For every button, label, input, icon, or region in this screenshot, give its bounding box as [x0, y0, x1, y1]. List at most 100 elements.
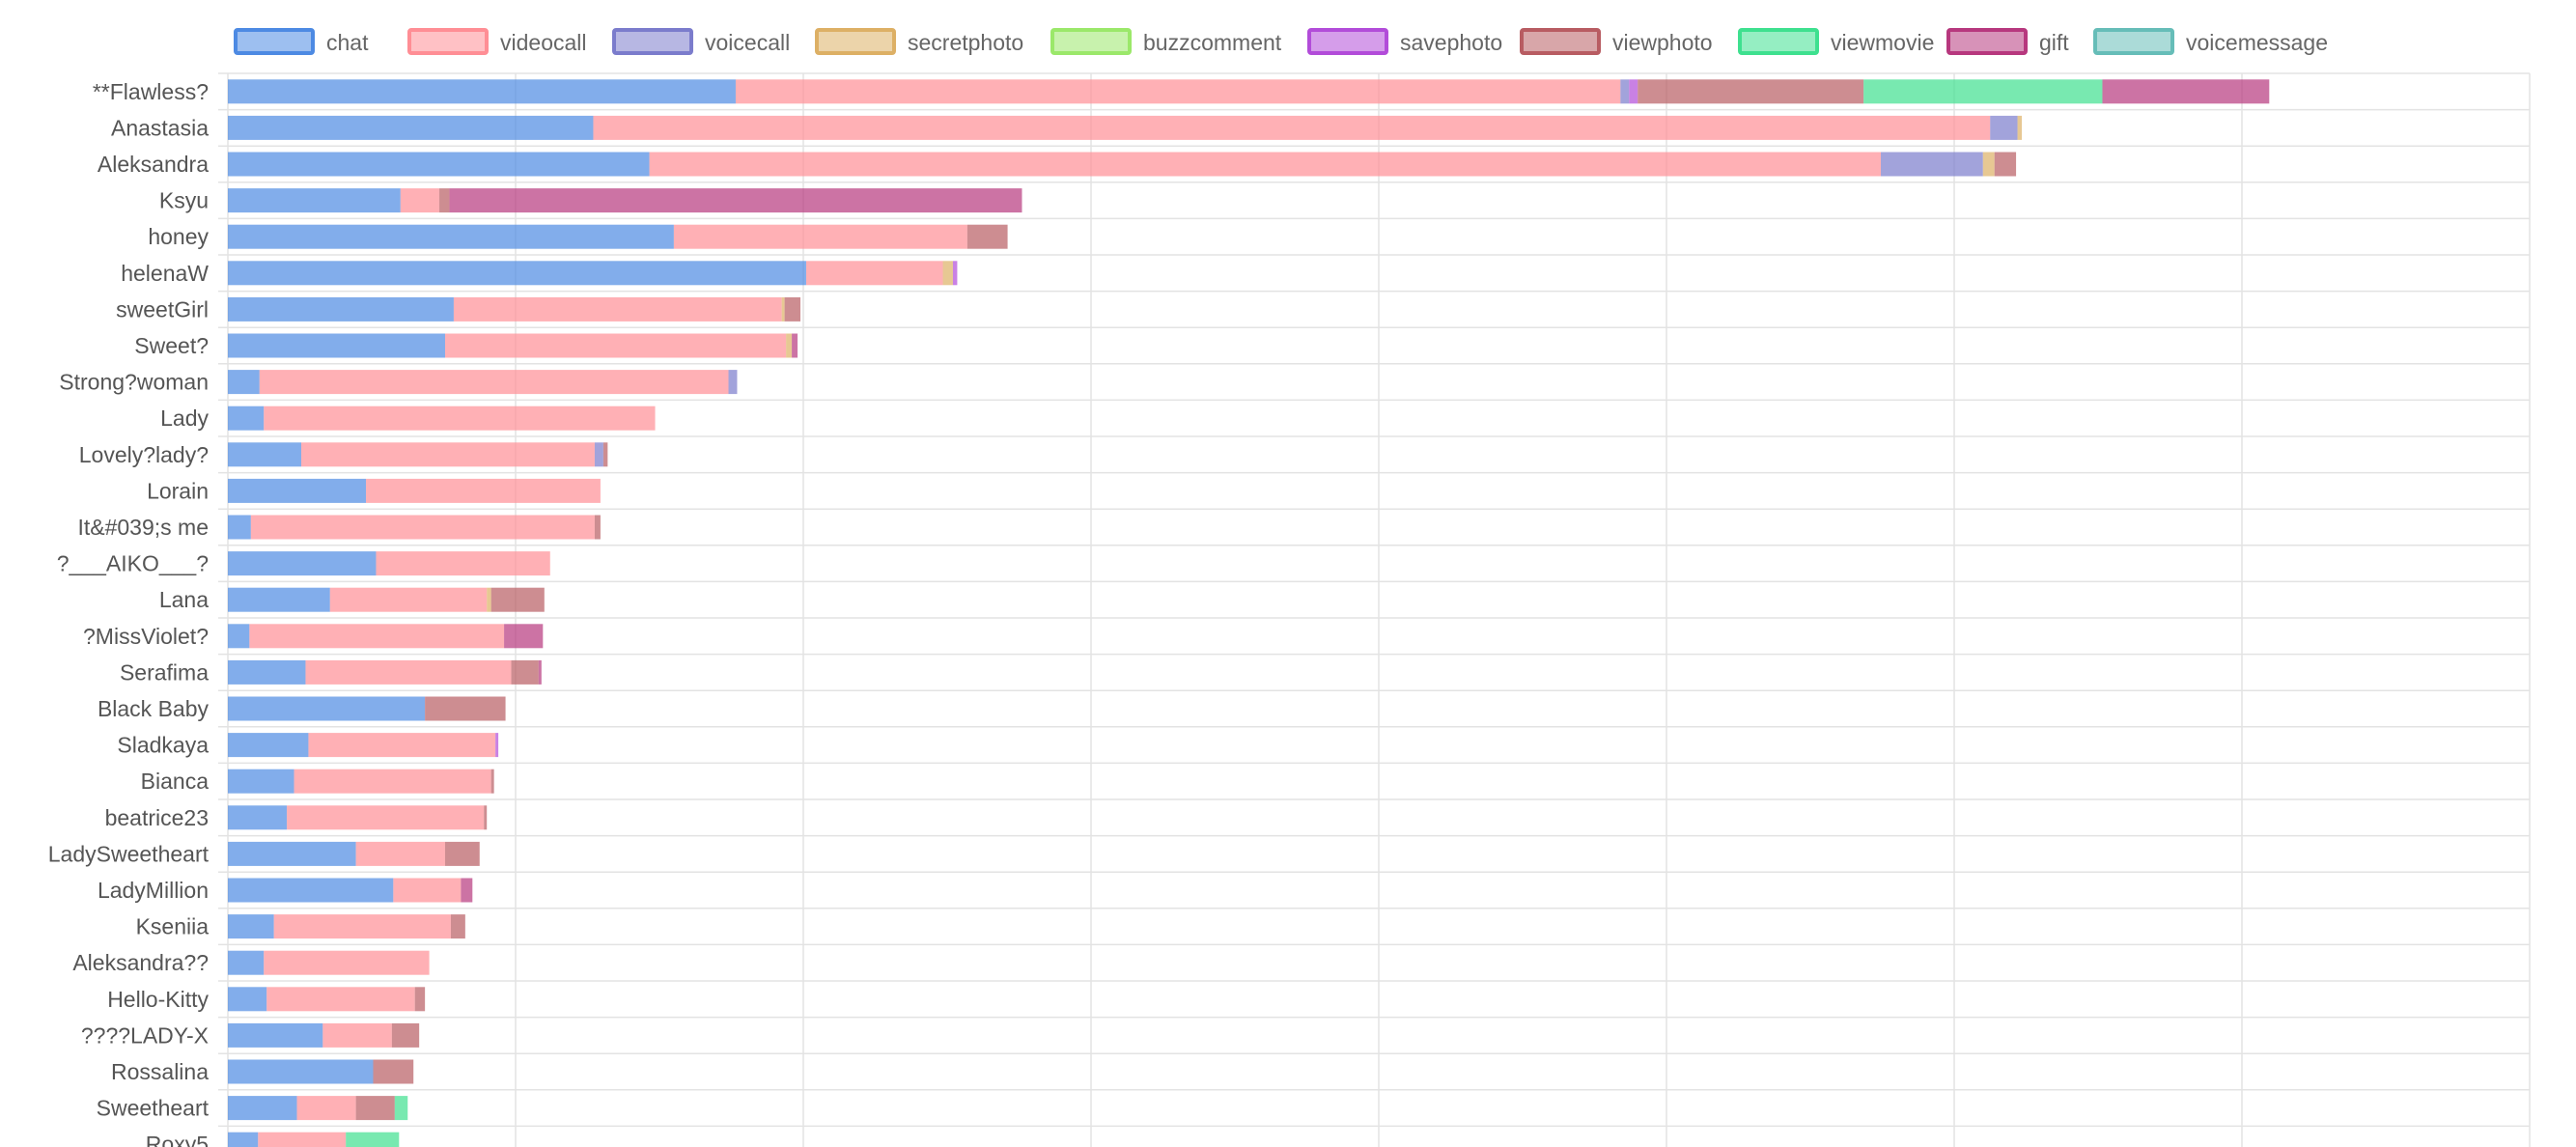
bar-segment-chat[interactable]: [228, 914, 274, 939]
legend-item-secretphoto[interactable]: secretphoto: [815, 28, 1023, 55]
bar-segment-videocall[interactable]: [258, 1132, 347, 1147]
bar-segment-secretphoto[interactable]: [487, 587, 491, 612]
bar-segment-viewphoto[interactable]: [490, 769, 494, 794]
bar-segment-viewphoto[interactable]: [425, 696, 506, 721]
bar-segment-videocall[interactable]: [273, 914, 451, 939]
bar-segment-chat[interactable]: [228, 1059, 374, 1084]
bar-segment-chat[interactable]: [228, 659, 306, 685]
legend-item-chat[interactable]: chat: [234, 28, 369, 55]
bar-segment-voicecall[interactable]: [728, 370, 738, 395]
bar-segment-viewphoto[interactable]: [1994, 152, 2017, 177]
bar-segment-videocall[interactable]: [264, 406, 656, 431]
bar-segment-chat[interactable]: [228, 515, 251, 540]
bar-segment-viewphoto[interactable]: [391, 1022, 420, 1048]
bar-segment-savephoto[interactable]: [952, 261, 958, 286]
bar-segment-chat[interactable]: [228, 115, 594, 140]
bar-segment-chat[interactable]: [228, 478, 367, 503]
bar-segment-chat[interactable]: [228, 152, 650, 177]
legend-item-savephoto[interactable]: savephoto: [1307, 28, 1502, 55]
bar-segment-viewmovie[interactable]: [1863, 79, 2103, 104]
bar-segment-savephoto[interactable]: [1629, 79, 1638, 104]
bar-segment-voicecall[interactable]: [594, 442, 603, 467]
bar-segment-secretphoto[interactable]: [2017, 115, 2023, 140]
bar-segment-videocall[interactable]: [287, 805, 485, 830]
bar-segment-viewphoto[interactable]: [355, 1096, 395, 1121]
bar-segment-savephoto[interactable]: [495, 733, 499, 758]
legend-item-videocall[interactable]: videocall: [407, 28, 587, 55]
bar-segment-videocall[interactable]: [305, 659, 512, 685]
bar-segment-viewphoto[interactable]: [594, 515, 601, 540]
bar-segment-viewmovie[interactable]: [346, 1132, 400, 1147]
bar-segment-chat[interactable]: [228, 1022, 323, 1048]
bar-segment-viewphoto[interactable]: [450, 914, 465, 939]
bar-segment-chat[interactable]: [228, 406, 265, 431]
bar-segment-videocall[interactable]: [805, 261, 943, 286]
legend-item-buzzcomment[interactable]: buzzcomment: [1050, 28, 1282, 55]
bar-segment-chat[interactable]: [228, 841, 356, 866]
legend-item-voicemessage[interactable]: voicemessage: [2093, 28, 2328, 55]
bar-segment-videocall[interactable]: [355, 841, 445, 866]
bar-segment-chat[interactable]: [228, 79, 736, 104]
bar-segment-chat[interactable]: [228, 370, 260, 395]
bar-segment-voicecall[interactable]: [1990, 115, 2018, 140]
bar-segment-videocall[interactable]: [735, 79, 1621, 104]
bar-segment-gift[interactable]: [449, 188, 1022, 213]
bar-segment-videocall[interactable]: [294, 769, 491, 794]
bar-segment-viewphoto[interactable]: [602, 442, 608, 467]
bar-segment-viewphoto[interactable]: [484, 805, 488, 830]
bar-segment-secretphoto[interactable]: [786, 333, 793, 358]
bar-segment-videocall[interactable]: [308, 733, 496, 758]
legend-item-gift[interactable]: gift: [1946, 28, 2069, 55]
bar-segment-chat[interactable]: [228, 950, 265, 975]
bar-segment-chat[interactable]: [228, 769, 294, 794]
bar-segment-videocall[interactable]: [453, 296, 782, 322]
bar-segment-videocall[interactable]: [649, 152, 1882, 177]
legend-item-viewmovie[interactable]: viewmovie: [1738, 28, 1934, 55]
bar-segment-voicecall[interactable]: [1881, 152, 1983, 177]
bar-segment-voicecall[interactable]: [1620, 79, 1630, 104]
bar-segment-gift[interactable]: [461, 878, 473, 903]
bar-segment-videocall[interactable]: [322, 1022, 392, 1048]
bar-segment-viewphoto[interactable]: [511, 659, 539, 685]
bar-segment-videocall[interactable]: [593, 115, 1991, 140]
bar-segment-viewphoto[interactable]: [784, 296, 801, 322]
bar-segment-chat[interactable]: [228, 188, 401, 213]
bar-segment-viewphoto[interactable]: [490, 587, 545, 612]
bar-segment-viewphoto[interactable]: [1638, 79, 1864, 104]
bar-segment-viewphoto[interactable]: [966, 224, 1008, 249]
bar-segment-chat[interactable]: [228, 805, 288, 830]
bar-segment-videocall[interactable]: [250, 515, 595, 540]
bar-segment-videocall[interactable]: [249, 624, 505, 649]
bar-segment-videocall[interactable]: [400, 188, 440, 213]
bar-segment-chat[interactable]: [228, 333, 445, 358]
legend-item-voicecall[interactable]: voicecall: [612, 28, 790, 55]
bar-segment-gift[interactable]: [792, 333, 798, 358]
bar-segment-chat[interactable]: [228, 296, 454, 322]
bar-segment-chat[interactable]: [228, 987, 267, 1012]
bar-segment-secretphoto[interactable]: [942, 261, 953, 286]
bar-segment-videocall[interactable]: [366, 478, 601, 503]
bar-segment-videocall[interactable]: [376, 551, 550, 576]
bar-segment-chat[interactable]: [228, 1096, 297, 1121]
bar-segment-chat[interactable]: [228, 587, 330, 612]
bar-segment-videocall[interactable]: [259, 370, 729, 395]
bar-segment-secretphoto[interactable]: [781, 296, 785, 322]
bar-segment-viewphoto[interactable]: [439, 188, 450, 213]
bar-segment-chat[interactable]: [228, 224, 674, 249]
bar-segment-viewphoto[interactable]: [414, 987, 426, 1012]
bar-segment-gift[interactable]: [2102, 79, 2270, 104]
bar-segment-videocall[interactable]: [444, 333, 787, 358]
bar-segment-videocall[interactable]: [266, 987, 415, 1012]
bar-segment-chat[interactable]: [228, 696, 426, 721]
bar-segment-chat[interactable]: [228, 442, 301, 467]
bar-segment-chat[interactable]: [228, 624, 250, 649]
legend-item-viewphoto[interactable]: viewphoto: [1520, 28, 1713, 55]
legend[interactable]: chat videocall voicecall secretphoto buzzcom…: [234, 28, 2328, 55]
bar-segment-videocall[interactable]: [296, 1096, 356, 1121]
bar-segment-videocall[interactable]: [673, 224, 967, 249]
bar-segment-chat[interactable]: [228, 878, 394, 903]
bar-segment-chat[interactable]: [228, 1132, 259, 1147]
bar-segment-videocall[interactable]: [300, 442, 595, 467]
bar-segment-videocall[interactable]: [393, 878, 462, 903]
bar-segment-viewmovie[interactable]: [394, 1096, 408, 1121]
